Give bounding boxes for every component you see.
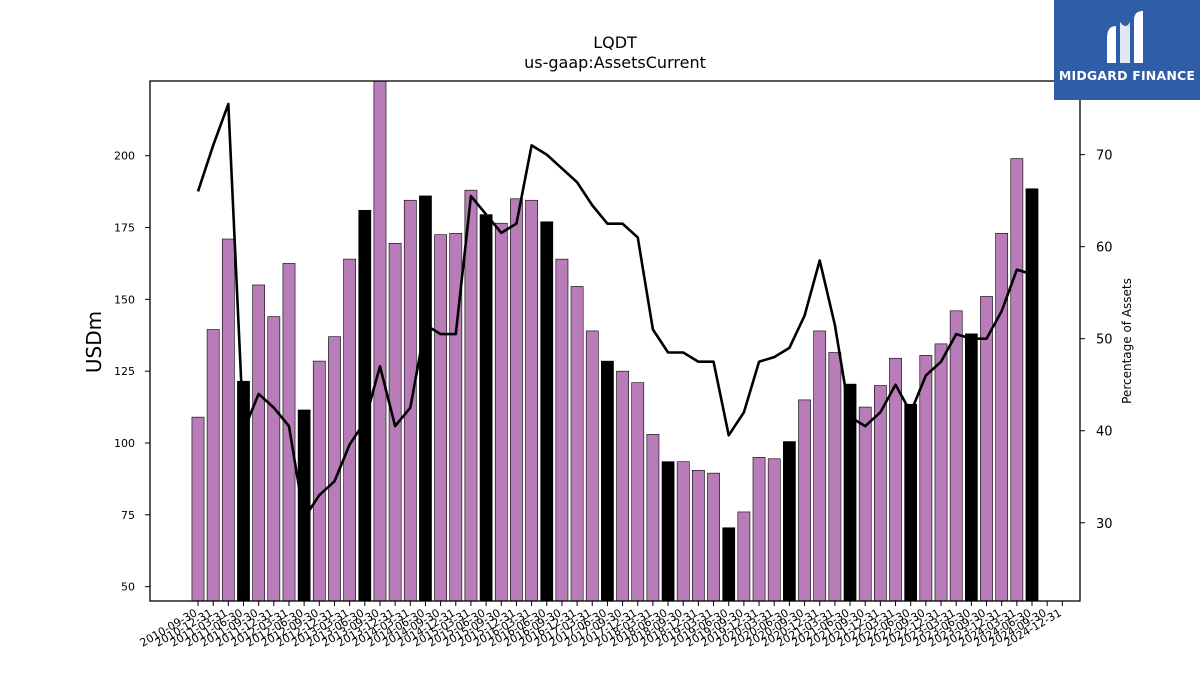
y-tick-label: 50 (121, 581, 135, 594)
bar (252, 284, 266, 601)
y-tick-label: 150 (114, 293, 135, 306)
bar (616, 370, 629, 601)
bar (479, 214, 493, 601)
bar (692, 469, 705, 601)
bar (1025, 188, 1039, 601)
bar (540, 221, 554, 601)
bar (434, 234, 447, 601)
y-tick-label: 125 (114, 365, 135, 378)
bar (783, 441, 796, 601)
bar (707, 472, 720, 601)
bar (646, 434, 660, 601)
bar (570, 286, 584, 601)
bar (813, 330, 827, 601)
bar (737, 511, 751, 601)
y2-tick-label: 70 (1096, 149, 1113, 164)
bar (312, 360, 326, 601)
bar (904, 403, 918, 601)
bar (934, 343, 948, 601)
bar (206, 329, 220, 601)
bar (676, 461, 690, 601)
logo-mark-icon (1107, 11, 1143, 63)
bar (1010, 158, 1024, 601)
chart-title: LQDT (593, 33, 637, 52)
bar (555, 258, 569, 601)
y-axis-label: USDm (82, 311, 106, 373)
y2-tick-label: 60 (1096, 241, 1113, 256)
bar (858, 406, 872, 601)
bar (419, 195, 432, 601)
bar (873, 385, 887, 601)
bar (237, 380, 250, 601)
bar (843, 383, 857, 601)
bar (267, 316, 281, 601)
logo-text: MIDGARD FINANCE (1058, 68, 1196, 83)
line-layer (196, 102, 1033, 520)
bar (297, 409, 311, 601)
bar (585, 330, 599, 601)
line-series (196, 102, 1033, 520)
bar (525, 199, 538, 601)
bar (661, 461, 675, 601)
chart-subtitle: us-gaap:AssetsCurrent (524, 53, 706, 72)
bar (464, 189, 478, 601)
bar (631, 382, 645, 601)
bar (919, 355, 933, 601)
brand-logo: MIDGARD FINANCE (1054, 0, 1200, 100)
bar (358, 209, 372, 601)
bar (798, 399, 811, 601)
bar (964, 333, 978, 601)
bar (995, 232, 1009, 601)
bar (191, 416, 205, 601)
bar (949, 310, 963, 601)
bar (752, 457, 766, 601)
y2-axis-label: Percentage of Assets (1120, 278, 1134, 404)
y-tick-label: 175 (114, 222, 135, 235)
bar (767, 458, 781, 601)
bar (449, 232, 463, 601)
y2-tick-label: 40 (1096, 425, 1113, 440)
bar (373, 81, 387, 601)
axes-layer: 507510012515017520030405060702010-09-302… (114, 80, 1113, 650)
bar (722, 527, 736, 601)
bar (828, 352, 842, 601)
bar (601, 360, 614, 601)
y2-tick-label: 30 (1096, 517, 1113, 532)
y-tick-label: 200 (114, 150, 135, 163)
y-tick-label: 100 (114, 437, 135, 450)
bar (221, 238, 235, 601)
bar (343, 258, 357, 601)
bar (980, 296, 993, 601)
bars-layer (191, 81, 1039, 601)
bar (494, 222, 508, 601)
y-tick-label: 75 (121, 509, 135, 522)
y2-tick-label: 50 (1096, 333, 1113, 348)
plot-frame (149, 80, 1081, 602)
bar (510, 198, 523, 601)
